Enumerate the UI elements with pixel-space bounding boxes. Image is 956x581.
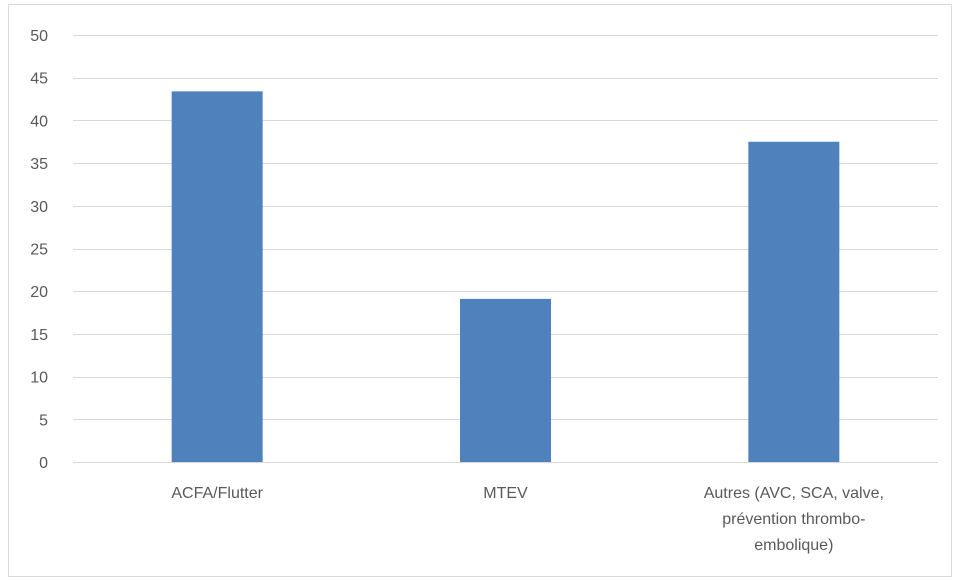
y-axis-ticks: 0 5 10 15 20 25 30 35 40 45 50: [30, 28, 48, 472]
y-tick-label: 15: [30, 327, 48, 344]
y-tick-label: 45: [30, 71, 48, 88]
bar: [460, 298, 551, 462]
x-category-label: MTEV: [483, 485, 528, 502]
y-tick-label: 25: [30, 242, 48, 259]
y-tick-label: 20: [30, 284, 48, 301]
y-tick-label: 5: [39, 412, 48, 429]
bars: [171, 91, 840, 462]
y-tick-label: 50: [30, 28, 48, 45]
x-axis-category-labels: ACFA/Flutter MTEV Autres (AVC, SCA, valve,…: [171, 485, 884, 554]
x-category-label: Autres (AVC, SCA, valve, prévention throm…: [704, 485, 884, 554]
bar: [748, 141, 840, 462]
y-tick-label: 35: [30, 156, 48, 173]
y-tick-label: 40: [30, 113, 48, 130]
x-category-label: ACFA/Flutter: [171, 485, 263, 502]
y-tick-label: 30: [30, 199, 48, 216]
y-tick-label: 0: [39, 455, 48, 472]
y-tick-label: 10: [30, 370, 48, 387]
bar: [171, 91, 263, 462]
